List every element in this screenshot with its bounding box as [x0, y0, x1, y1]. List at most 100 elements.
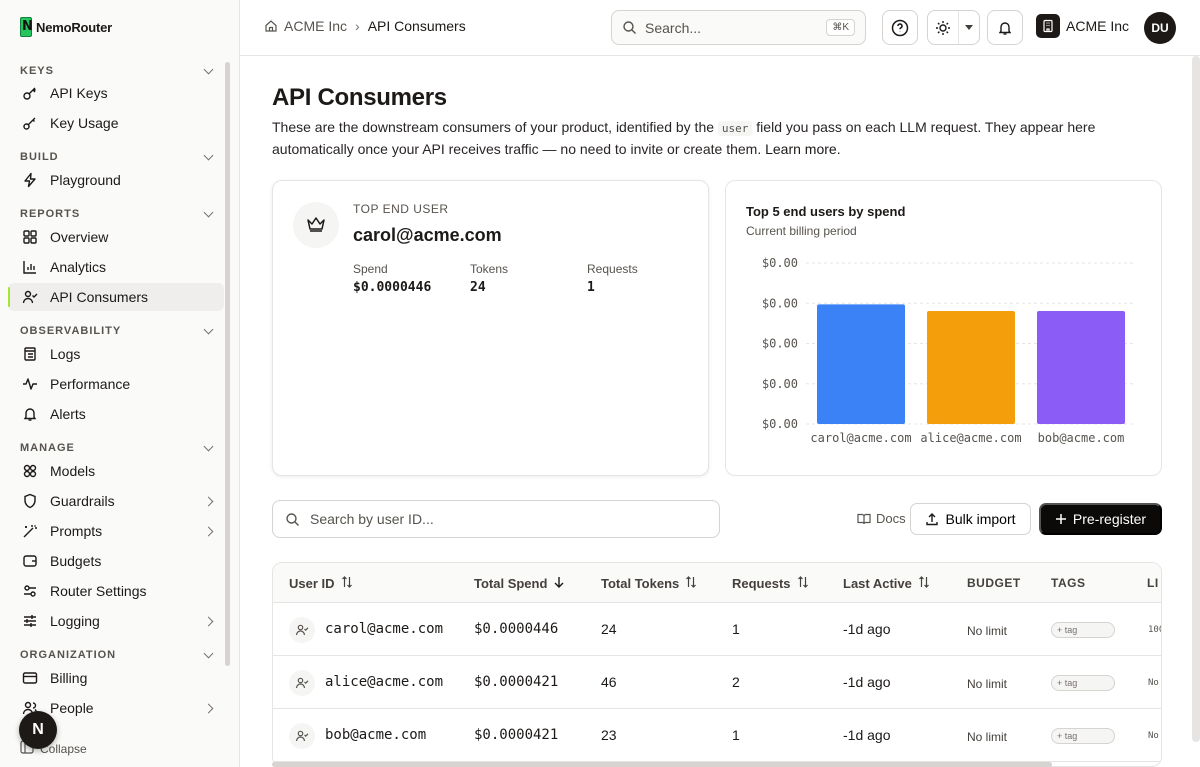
sidebar-item-label: API Consumers: [50, 289, 149, 305]
grid-icon: [22, 229, 38, 245]
sidebar-item-budgets[interactable]: Budgets: [8, 547, 224, 575]
breadcrumb-separator-icon: ›: [355, 18, 360, 34]
sidebar-item-logging[interactable]: Logging: [8, 607, 224, 635]
section-build[interactable]: BUILD: [20, 150, 214, 164]
learn-more-link[interactable]: Learn more.: [765, 141, 841, 157]
sort-icon: [341, 576, 353, 591]
sliders-icon: [22, 613, 38, 629]
global-search[interactable]: Search... ⌘K: [611, 10, 866, 45]
top-end-user-card: TOP END USER carol@acme.com Spend $0.000…: [272, 180, 709, 476]
table-row[interactable]: carol@acme.com $0.0000446 24 1 -1d ago N…: [273, 603, 1161, 656]
cell-budget[interactable]: No limit: [967, 730, 1008, 744]
section-label: KEYS: [20, 65, 54, 77]
sidebar-item-label: Models: [50, 463, 96, 479]
section-manage[interactable]: MANAGE: [20, 441, 214, 455]
sidebar-item-alerts[interactable]: Alerts: [8, 400, 224, 428]
credit-card-icon: [22, 670, 38, 686]
y-tick-label: $0.00: [762, 417, 798, 431]
sun-icon: [928, 11, 960, 44]
sidebar-item-performance[interactable]: Performance: [8, 370, 224, 398]
sidebar-item-playground[interactable]: Playground: [8, 166, 224, 194]
search-shortcut: ⌘K: [826, 19, 855, 36]
cell-total-spend: $0.0000421: [474, 727, 559, 743]
cell-requests: 1: [732, 727, 740, 743]
spend-bar-chart: $0.00 $0.00 $0.00 $0.00 $0.00 carol@acme.com a…: [762, 256, 1136, 445]
cell-user-id[interactable]: bob@acme.com: [325, 727, 427, 743]
sidebar-item-models[interactable]: Models: [8, 457, 224, 485]
add-tag-button[interactable]: + tag: [1051, 675, 1115, 691]
sidebar-item-logs[interactable]: Logs: [8, 340, 224, 368]
cell-budget[interactable]: No limit: [967, 677, 1008, 691]
docs-label: Docs: [876, 511, 906, 526]
chevron-down-icon: [203, 150, 214, 160]
table-row[interactable]: bob@acme.com $0.0000421 23 1 -1d ago No …: [273, 709, 1161, 762]
main-scrollbar[interactable]: [1192, 56, 1200, 742]
section-reports[interactable]: REPORTS: [20, 207, 214, 221]
sidebar-item-people[interactable]: People: [8, 694, 224, 722]
sidebar-item-api-consumers[interactable]: API Consumers: [8, 283, 224, 311]
cell-budget[interactable]: No limit: [967, 624, 1008, 638]
bar-alice[interactable]: [927, 311, 1015, 424]
sort-icon: [918, 576, 930, 591]
column-total-tokens[interactable]: Total Tokens: [601, 576, 697, 591]
main-content: API Consumers These are the downstream c…: [240, 56, 1200, 767]
sidebar-item-key-usage[interactable]: Key Usage: [8, 109, 224, 137]
bar-carol[interactable]: [817, 304, 905, 424]
column-label: Total Spend: [474, 576, 548, 591]
theme-toggle[interactable]: [927, 10, 980, 45]
bar-bob[interactable]: [1037, 311, 1125, 424]
notifications-button[interactable]: [987, 10, 1023, 45]
user-search-placeholder: Search by user ID...: [310, 511, 434, 527]
chevron-down-icon: [203, 441, 214, 451]
app-name: NemoRouter: [36, 19, 113, 35]
cell-user-id[interactable]: carol@acme.com: [325, 621, 444, 637]
cell-total-tokens: 23: [601, 727, 617, 743]
section-keys[interactable]: KEYS: [20, 64, 214, 78]
floating-avatar[interactable]: N: [19, 711, 57, 749]
wallet-icon: [22, 553, 38, 569]
table-row[interactable]: alice@acme.com $0.0000421 46 2 -1d ago N…: [273, 656, 1161, 709]
column-user-id[interactable]: User ID: [289, 576, 353, 591]
bulk-import-button[interactable]: Bulk import: [910, 503, 1031, 535]
home-icon: [265, 20, 277, 32]
sidebar-item-billing[interactable]: Billing: [8, 664, 224, 692]
bell-icon: [998, 21, 1012, 35]
sidebar-scrollbar[interactable]: [225, 62, 230, 666]
sidebar-item-router-settings[interactable]: Router Settings: [8, 577, 224, 605]
table-horizontal-scrollbar[interactable]: [272, 762, 1052, 767]
sidebar-item-overview[interactable]: Overview: [8, 223, 224, 251]
app-logo[interactable]: NemoRouter: [20, 17, 112, 37]
column-requests[interactable]: Requests: [732, 576, 809, 591]
column-total-spend[interactable]: Total Spend: [474, 576, 565, 591]
user-search-input[interactable]: Search by user ID...: [272, 500, 720, 538]
sidebar-item-api-keys[interactable]: API Keys: [8, 79, 224, 107]
add-tag-button[interactable]: + tag: [1051, 622, 1115, 638]
section-observability[interactable]: OBSERVABILITY: [20, 324, 214, 338]
cell-user-id[interactable]: alice@acme.com: [325, 674, 444, 690]
settings-toggle-icon: [22, 583, 38, 599]
x-tick-label: carol@acme.com: [810, 431, 911, 445]
sidebar-item-label: Guardrails: [50, 493, 115, 509]
sidebar-item-label: API Keys: [50, 85, 108, 101]
breadcrumb-home[interactable]: ACME Inc: [264, 18, 347, 34]
sidebar-item-analytics[interactable]: Analytics: [8, 253, 224, 281]
user-avatar[interactable]: DU: [1144, 12, 1176, 44]
sidebar-item-prompts[interactable]: Prompts: [8, 517, 224, 545]
chevron-right-icon: [203, 526, 214, 536]
column-last-active[interactable]: Last Active: [843, 576, 930, 591]
chevron-down-icon: [203, 648, 214, 658]
chevron-down-icon: [203, 64, 214, 74]
cell-limit: 100: [1148, 625, 1161, 635]
docs-link[interactable]: Docs: [857, 511, 906, 526]
org-name: ACME Inc: [1066, 18, 1130, 34]
tokens-label: Tokens: [470, 262, 509, 276]
org-switcher[interactable]: ACME Inc: [1036, 14, 1129, 38]
add-tag-button[interactable]: + tag: [1051, 728, 1115, 744]
column-limit: LI: [1147, 576, 1159, 590]
section-organization[interactable]: ORGANIZATION: [20, 648, 214, 662]
sidebar-item-label: Budgets: [50, 553, 102, 569]
column-budget: BUDGET: [967, 576, 1021, 590]
pre-register-button[interactable]: Pre-register: [1039, 503, 1162, 535]
help-button[interactable]: [882, 10, 918, 45]
sidebar-item-guardrails[interactable]: Guardrails: [8, 487, 224, 515]
